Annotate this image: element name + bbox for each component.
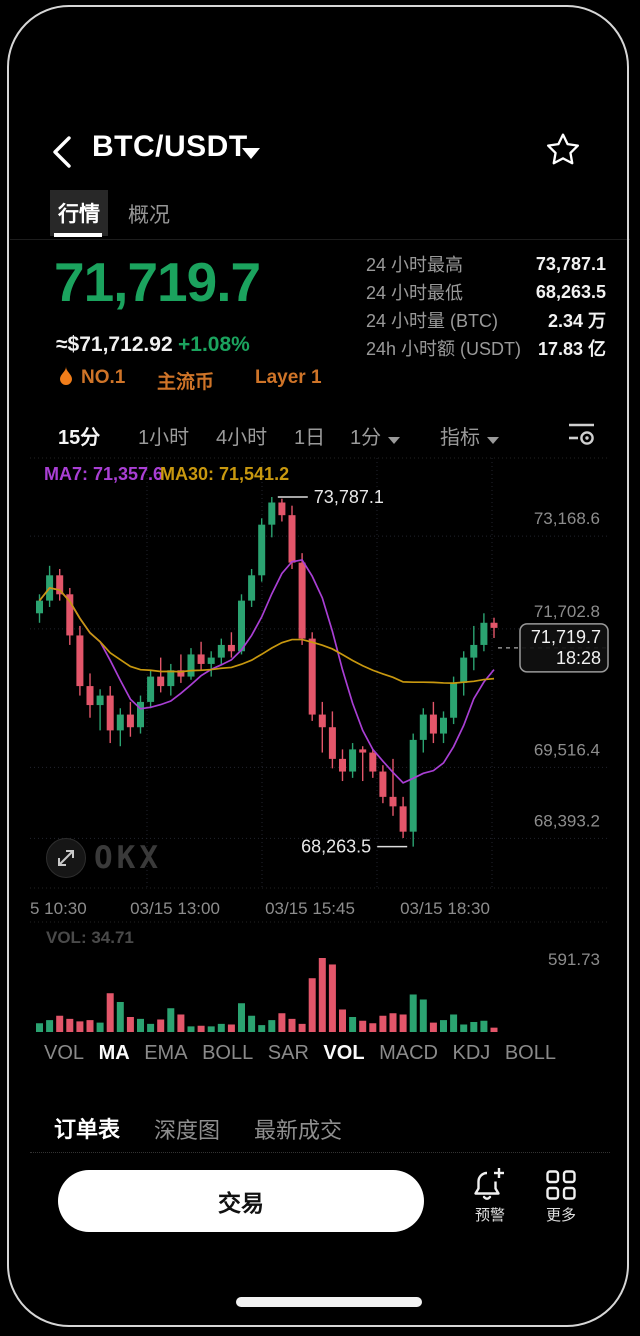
timeframe-4h[interactable]: 4小时 [216,427,268,449]
indicator-dropdown-label: 指标 [440,427,480,449]
badge-mainstream[interactable]: 主流币 [157,372,215,393]
stat-label: 24h 小时额 (USDT) [366,339,522,359]
stat-value: 68,263.5 [535,281,606,302]
orderbook-divider [30,1152,610,1153]
badge-layer1[interactable]: Layer 1 [255,367,322,388]
expand-chart-button[interactable] [46,838,86,878]
stat-value: 2.34 万 [547,311,606,331]
indicator-ema[interactable]: EMA [144,1042,188,1064]
favorite-star-icon[interactable] [546,132,580,166]
indicator-kdj[interactable]: KDJ [452,1042,491,1064]
trade-button[interactable]: 交易 [58,1170,424,1232]
tab-overview[interactable]: 概况 [128,204,170,227]
svg-text:73,787.1: 73,787.1 [314,487,384,507]
back-icon[interactable] [52,136,72,168]
tab-active-underline [54,233,102,237]
home-indicator [236,1297,422,1307]
ma7-legend: MA7: 71,357.6 [44,464,164,484]
svg-text:03/15 18:30: 03/15 18:30 [400,899,490,918]
indicator-sar[interactable]: SAR [267,1042,309,1064]
tab-quotes[interactable]: 行情 [50,190,108,236]
ma30-legend: MA30: 71,541.2 [160,464,290,484]
svg-text:68,393.2: 68,393.2 [534,811,600,830]
svg-text:69,516.4: 69,516.4 [534,740,600,759]
stat-row-volume-btc: 24 小时量 (BTC) 2.34 万 [366,309,606,331]
caret-down-icon [487,437,499,444]
stat-value: 73,787.1 [535,253,606,274]
more-label[interactable]: 更多 [545,1207,576,1224]
svg-text:73,168.6: 73,168.6 [534,509,600,528]
more-grid-icon[interactable] [546,1170,576,1200]
timeframe-1h[interactable]: 1小时 [138,427,190,449]
tab-order-book[interactable]: 订单表 [54,1117,121,1142]
svg-text:18:28: 18:28 [556,648,601,668]
stat-label: 24 小时最高 [366,255,464,275]
timeframe-more-label: 1分 [350,427,382,449]
change-percent: +1.08% [178,333,250,356]
stat-label: 24 小时最低 [366,283,464,303]
svg-text:5 10:30: 5 10:30 [30,899,87,918]
badge-rank[interactable]: NO.1 [81,367,126,388]
timeframe-1d[interactable]: 1日 [294,427,326,449]
tabs-divider [10,239,630,240]
okx-watermark: OKX [94,840,162,876]
indicator-vol2[interactable]: VOL [323,1042,365,1064]
stat-row-turnover-usdt: 24h 小时额 (USDT) 17.83 亿 [366,337,606,359]
volume-value-label: VOL: 34.71 [46,928,134,947]
indicator-ma[interactable]: MA [98,1042,130,1064]
caret-down-icon [388,437,401,444]
stat-row-low: 24 小时最低 68,263.5 [366,281,606,304]
stat-row-high: 24 小时最高 73,787.1 [366,253,606,276]
tab-depth-chart[interactable]: 深度图 [154,1118,221,1143]
expand-arrows-icon [58,850,74,866]
indicator-dropdown[interactable]: 指标 [440,421,499,450]
pair-title[interactable]: BTC/USDT [92,130,248,163]
indicator-boll2[interactable]: BOLL [504,1042,556,1064]
alert-bell-icon[interactable] [472,1166,508,1204]
timeframe-15m[interactable]: 15分 [58,427,101,449]
volume-axis-max: 591.73 [548,950,600,969]
fiat-price: ≈$71,712.92 [56,333,173,356]
indicator-vol[interactable]: VOL [44,1042,85,1064]
alert-label[interactable]: 预警 [474,1207,505,1224]
stat-label: 24 小时量 (BTC) [366,311,499,331]
flame-icon [60,366,72,385]
svg-text:03/15 13:00: 03/15 13:00 [130,899,220,918]
indicator-bar: VOL MA EMA BOLL SAR VOL MACD KDJ BOLL [44,1042,556,1065]
tab-latest-trades[interactable]: 最新成交 [254,1118,343,1143]
timeframe-more-dropdown[interactable]: 1分 [350,421,401,450]
svg-text:68,263.5: 68,263.5 [301,837,371,857]
pair-dropdown-caret-icon[interactable] [242,148,260,159]
indicator-macd[interactable]: MACD [379,1042,438,1064]
svg-text:71,719.7: 71,719.7 [531,627,601,647]
indicator-boll[interactable]: BOLL [202,1042,254,1064]
svg-text:71,702.8: 71,702.8 [534,602,600,621]
chart-settings-icon[interactable] [566,419,596,446]
last-price: 71,719.7 [54,251,261,313]
stat-value: 17.83 亿 [537,339,606,359]
svg-text:03/15 15:45: 03/15 15:45 [265,899,355,918]
